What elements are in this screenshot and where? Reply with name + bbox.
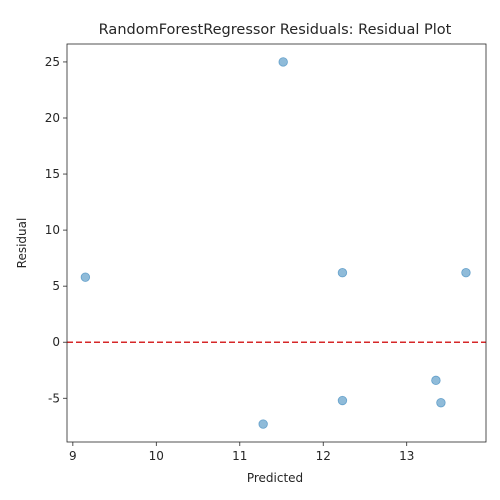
residual-point: [436, 398, 446, 408]
residual-point: [461, 268, 471, 278]
x-axis-label: Predicted: [247, 471, 303, 485]
y-tick-label: 10: [45, 223, 60, 237]
x-tick-label: 11: [232, 449, 247, 463]
y-tick-label: 25: [45, 55, 60, 69]
residual-point: [278, 57, 288, 67]
x-tick-label: 9: [69, 449, 77, 463]
x-axis-ticks: 9 10 11 12 13: [69, 442, 414, 463]
data-points: [80, 57, 471, 429]
residual-point: [258, 419, 268, 429]
residual-point: [337, 395, 348, 406]
y-tick-label: 0: [52, 335, 60, 349]
y-tick-label: 20: [45, 111, 60, 125]
y-tick-label: 15: [45, 167, 60, 181]
x-tick-label: 12: [316, 449, 331, 463]
x-tick-label: 10: [149, 449, 164, 463]
residual-point: [431, 375, 441, 386]
y-tick-label: -5: [48, 391, 60, 405]
residual-point: [337, 268, 348, 278]
x-tick-label: 13: [399, 449, 414, 463]
y-axis-label: Residual: [15, 218, 29, 269]
plot-frame: [66, 43, 487, 443]
y-tick-label: 5: [52, 279, 60, 293]
chart-title: RandomForestRegressor Residuals: Residua…: [99, 22, 452, 38]
residual-point: [80, 272, 91, 282]
y-axis-ticks: -5 0 5 10 15 20 25: [45, 55, 67, 405]
